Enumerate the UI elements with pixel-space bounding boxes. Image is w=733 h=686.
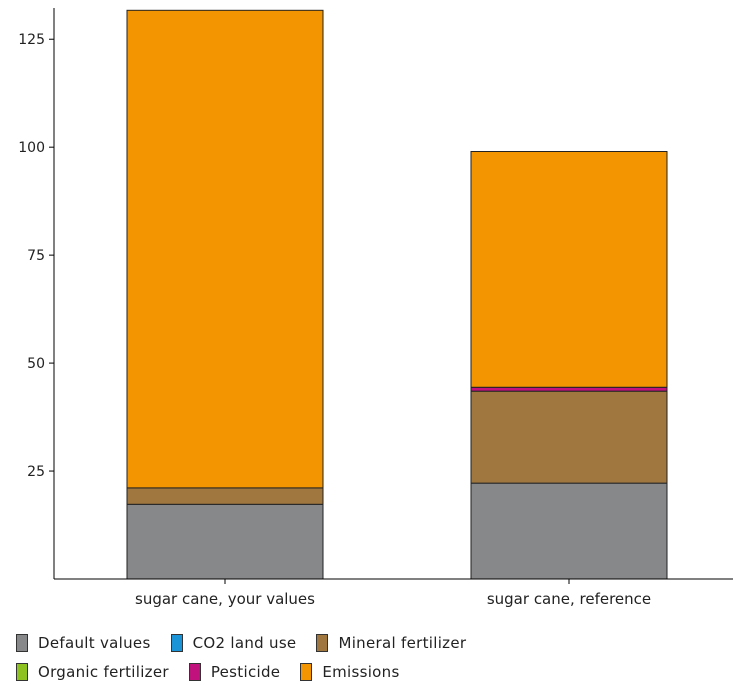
bar-segment-emissions (470, 151, 668, 388)
legend-label: CO2 land use (192, 633, 297, 652)
legend-item-organic-fertilizer: Organic fertilizer (16, 662, 169, 681)
legend-item-co2-land-use: CO2 land use (170, 633, 297, 652)
y-tick-label: 75 (27, 248, 45, 264)
legend-swatch (16, 662, 28, 681)
y-tick-label: 25 (27, 464, 45, 480)
legend-item-default-values: Default values (16, 633, 151, 652)
legend-item-pesticide: Pesticide (188, 662, 281, 681)
legend-label: Organic fertilizer (38, 662, 169, 681)
legend-label: Mineral fertilizer (338, 633, 467, 652)
legend-item-mineral-fertilizer: Mineral fertilizer (316, 633, 467, 652)
legend-label: Emissions (322, 662, 400, 681)
y-tick-label: 125 (18, 32, 45, 48)
y-ticks-group: 25 50 75 100 125 (18, 32, 54, 480)
bar-segment-default-values (126, 503, 324, 580)
legend-swatch (16, 633, 28, 652)
x-category-label: sugar cane, reference (487, 590, 651, 608)
legend-row: Default values CO2 land use Mineral fert… (16, 628, 716, 657)
legend-label: Pesticide (210, 662, 281, 681)
y-tick-label: 100 (18, 140, 45, 156)
bar-segment-default-values (470, 482, 668, 580)
legend-swatch (316, 633, 329, 652)
legend-swatch (188, 662, 201, 681)
x-category-label: sugar cane, your values (135, 590, 315, 608)
bar-segment-pesticide (470, 386, 668, 392)
bars-group (126, 9, 668, 580)
legend-row: Organic fertilizer Pesticide Emissions (16, 657, 716, 686)
legend-item-emissions: Emissions (300, 662, 400, 681)
legend: Default values CO2 land use Mineral fert… (16, 628, 716, 686)
legend-swatch (300, 662, 313, 681)
legend-label: Default values (38, 633, 151, 652)
bar-segment-mineral-fertilizer (470, 390, 668, 484)
bar-segment-emissions (126, 9, 324, 489)
bar-segment-mineral-fertilizer (126, 487, 324, 505)
y-tick-label: 50 (27, 356, 45, 372)
x-ticks-group: sugar cane, your values sugar cane, refer… (135, 579, 651, 608)
legend-swatch (170, 633, 183, 652)
